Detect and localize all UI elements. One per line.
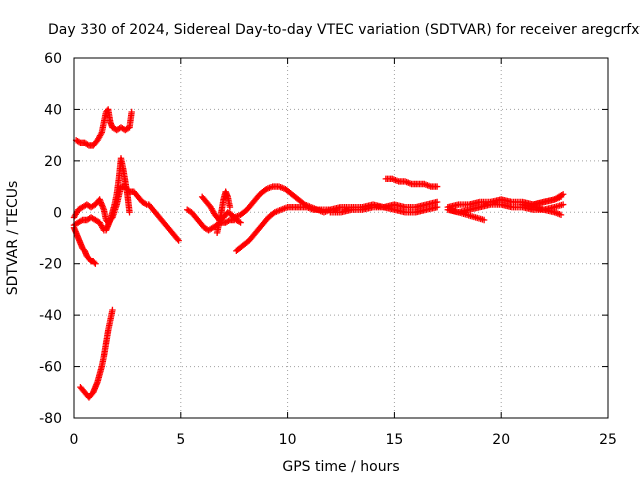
y-tick-label: 0 bbox=[53, 205, 62, 221]
x-tick-label: 5 bbox=[176, 432, 185, 448]
data-point bbox=[175, 237, 182, 244]
data-point bbox=[480, 216, 488, 224]
data-point bbox=[235, 218, 243, 225]
data-point bbox=[75, 138, 83, 146]
data-point bbox=[237, 219, 244, 226]
y-tick-label: 40 bbox=[44, 102, 62, 118]
data-point bbox=[84, 141, 91, 148]
data-point bbox=[128, 108, 135, 116]
series-arc-k bbox=[231, 183, 334, 221]
data-point bbox=[559, 201, 567, 208]
data-point bbox=[433, 183, 441, 190]
series-arc-g bbox=[145, 201, 182, 244]
data-point bbox=[226, 203, 234, 211]
x-tick-label: 25 bbox=[599, 432, 617, 448]
data-point bbox=[91, 259, 98, 266]
axis-layer: 0 5 10 15 20 25 -80 -60 -40 -20 0 20 40 60 bbox=[39, 51, 617, 448]
data-point bbox=[558, 191, 565, 199]
series-arc-b bbox=[77, 306, 116, 401]
x-tick-label: 10 bbox=[279, 432, 297, 448]
series-arc-o bbox=[382, 175, 441, 190]
series-arc-n bbox=[327, 198, 441, 216]
y-axis-label: SDTVAR / TECUs bbox=[5, 181, 21, 296]
series-arc-l bbox=[233, 203, 323, 255]
series-arc-j bbox=[213, 188, 234, 237]
y-tick-label: -40 bbox=[39, 308, 62, 324]
data-point bbox=[100, 227, 108, 234]
chart-title: Day 330 of 2024, Sidereal Day-to-day VTE… bbox=[48, 22, 640, 38]
y-tick-label: -80 bbox=[39, 411, 62, 427]
data-point bbox=[174, 236, 181, 243]
grid-layer bbox=[74, 58, 608, 418]
data-point bbox=[225, 217, 232, 225]
data-point bbox=[92, 260, 99, 267]
y-tick-label: 20 bbox=[44, 154, 62, 170]
series-arc-a bbox=[72, 106, 135, 149]
data-point bbox=[142, 200, 149, 207]
data-point bbox=[126, 209, 133, 216]
x-tick-label: 0 bbox=[70, 432, 79, 448]
series-arc-t bbox=[530, 191, 567, 208]
points-layer bbox=[70, 106, 567, 401]
data-point bbox=[433, 198, 441, 206]
data-point bbox=[77, 217, 85, 225]
data-point bbox=[557, 211, 565, 219]
series-arc-e bbox=[102, 155, 133, 234]
y-tick-label: 60 bbox=[44, 51, 62, 67]
y-tick-label: -60 bbox=[39, 360, 62, 376]
data-point bbox=[109, 306, 116, 314]
x-tick-label: 20 bbox=[492, 432, 510, 448]
x-axis-label: GPS time / hours bbox=[282, 459, 399, 475]
series-arc-r bbox=[446, 206, 488, 224]
series-arc-c bbox=[70, 224, 99, 267]
series-arc-s bbox=[519, 201, 565, 219]
x-tick-label: 15 bbox=[385, 432, 403, 448]
data-point bbox=[559, 191, 567, 198]
series-arc-f bbox=[70, 214, 108, 234]
y-tick-label: -20 bbox=[39, 257, 62, 273]
plot-frame bbox=[73, 57, 609, 419]
